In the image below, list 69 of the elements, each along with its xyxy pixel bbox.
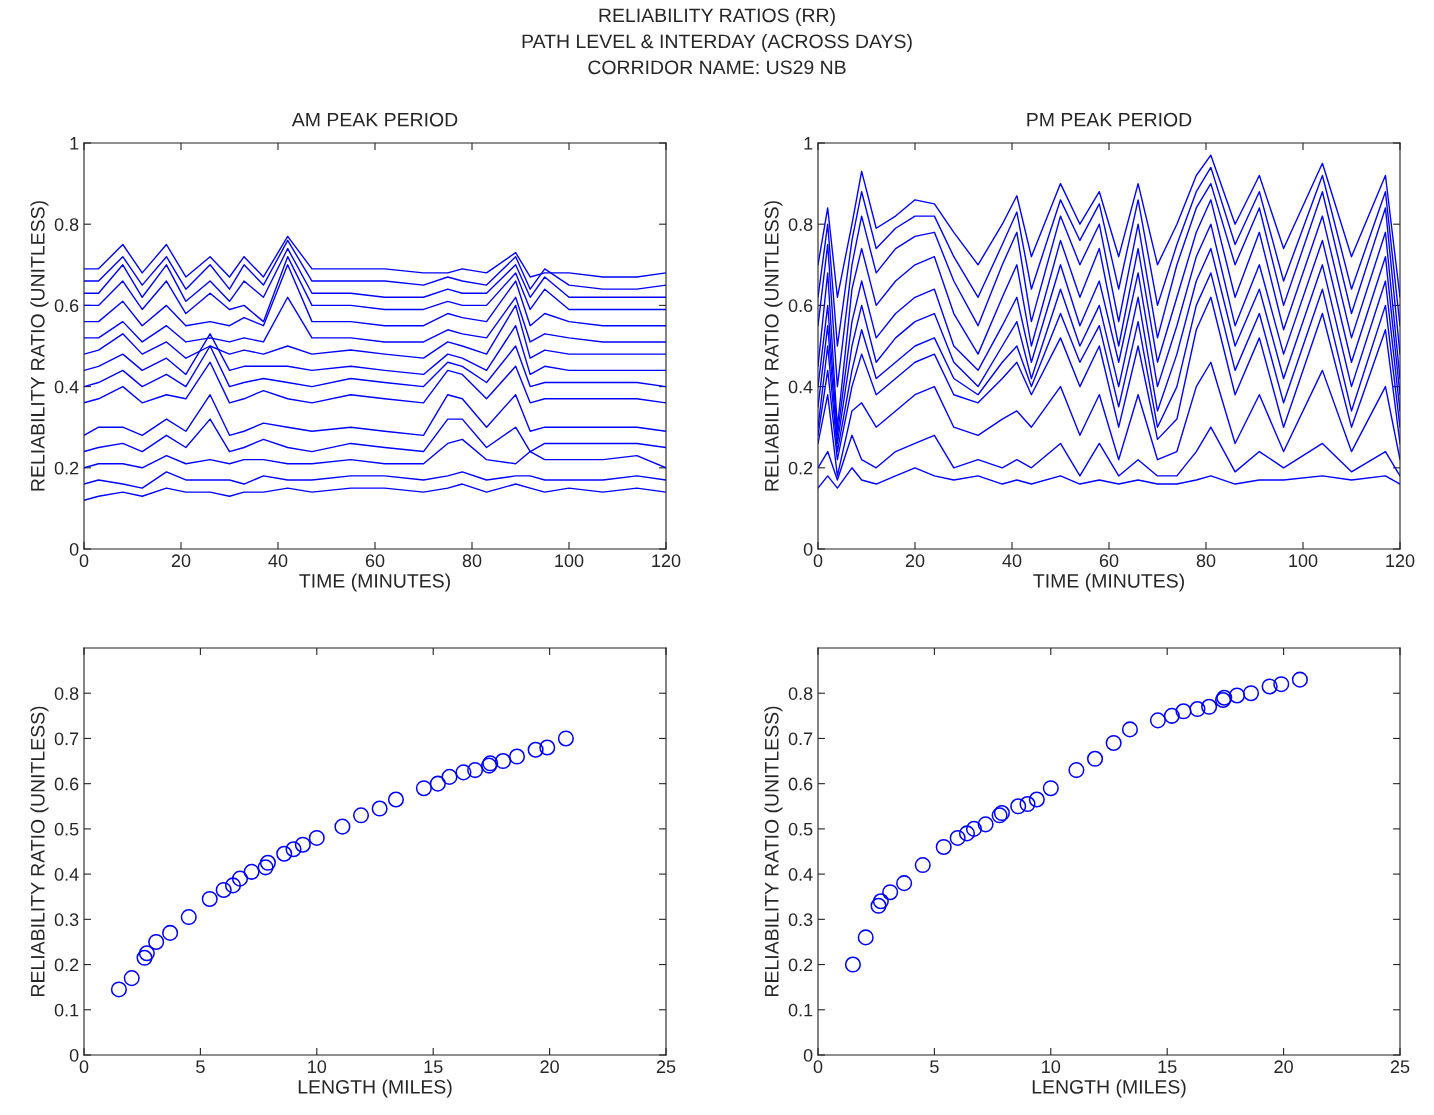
x-tick-label: 0 [79, 554, 89, 568]
y-axis-title: RELIABILITY RATIO (UNITLESS) [30, 706, 49, 996]
y-tick-label: 0 [803, 1048, 813, 1062]
x-tick-label: 100 [555, 554, 584, 568]
y-tick-label: 0.4 [788, 380, 813, 394]
y-tick-label: 0.5 [788, 822, 813, 836]
y-tick-label: 0.6 [54, 777, 79, 791]
x-tick-label: 40 [268, 554, 288, 568]
x-tick-label: 120 [652, 554, 681, 568]
y-tick-label: 0 [69, 1048, 79, 1062]
y-tick-label: 0.1 [788, 1003, 813, 1017]
y-tick-label: 0.5 [54, 822, 79, 836]
y-tick-label: 0.6 [788, 777, 813, 791]
text: PATH LEVEL & INTERDAY (ACROSS DAYS) [522, 33, 912, 53]
y-tick-label: 0.4 [788, 868, 813, 881]
x-tick-label: 0 [813, 554, 823, 568]
y-tick-label: 0.6 [54, 299, 79, 313]
x-tick-label: 10 [1042, 1060, 1061, 1074]
x-tick-label: 20 [171, 554, 191, 568]
chart-title: PM PEAK PERIOD [1027, 112, 1192, 127]
x-axis-title: TIME (MINUTES) [299, 573, 450, 592]
x-tick-label: 60 [365, 554, 385, 568]
x-tick-label: 5 [196, 1060, 205, 1074]
x-tick-label: 80 [462, 554, 482, 568]
y-tick-label: 0 [803, 542, 813, 556]
x-tick-label: 20 [540, 1060, 559, 1074]
y-tick-label: 0.3 [788, 913, 813, 927]
y-tick-label: 0.2 [54, 958, 79, 972]
y-axis-title: RELIABILITY RATIO (UNITLESS) [764, 201, 783, 491]
x-tick-label: 0 [813, 1060, 823, 1074]
y-tick-label: 0.4 [54, 868, 79, 881]
x-tick-label: 80 [1196, 554, 1216, 568]
y-tick-label: 0.7 [54, 732, 79, 746]
x-tick-label: 0 [79, 1060, 89, 1074]
x-axis-title: LENGTH (MILES) [298, 1079, 452, 1098]
y-tick-label: 0.1 [54, 1003, 79, 1017]
y-tick-label: 0.8 [54, 687, 79, 700]
x-tick-label: 60 [1099, 554, 1119, 568]
x-tick-label: 15 [1158, 1060, 1177, 1074]
x-tick-label: 100 [1289, 554, 1318, 568]
x-tick-label: 10 [308, 1060, 327, 1074]
x-tick-label: 120 [1386, 554, 1415, 568]
chart-title: AM PEAK PERIOD [291, 112, 458, 127]
y-tick-label: 1 [804, 137, 813, 150]
text: CORRIDOR NAME: US29 NB [588, 60, 846, 75]
y-tick-label: 0.8 [54, 218, 79, 231]
y-tick-label: 1 [70, 137, 79, 150]
y-tick-label: 0.4 [54, 380, 79, 394]
x-tick-label: 15 [424, 1060, 443, 1074]
text: RELIABILITY RATIOS (RR) [599, 7, 835, 27]
y-tick-label: 0.7 [788, 732, 813, 746]
y-tick-label: 0.8 [788, 218, 813, 231]
y-tick-label: 0.2 [788, 461, 813, 475]
y-tick-label: 0.6 [788, 299, 813, 313]
y-tick-label: 0.2 [788, 958, 813, 972]
y-axis-title: RELIABILITY RATIO (UNITLESS) [764, 706, 783, 996]
y-tick-label: 0.3 [54, 913, 79, 927]
x-axis-title: TIME (MINUTES) [1033, 573, 1184, 592]
x-tick-label: 40 [1002, 554, 1022, 568]
y-tick-label: 0.8 [788, 687, 813, 700]
x-tick-label: 20 [1274, 1060, 1293, 1074]
y-axis-title: RELIABILITY RATIO (UNITLESS) [30, 201, 49, 491]
y-tick-label: 0.2 [54, 461, 79, 475]
x-axis-title: LENGTH (MILES) [1032, 1079, 1186, 1098]
x-tick-label: 20 [905, 554, 925, 568]
y-tick-label: 0 [69, 542, 79, 556]
x-tick-label: 5 [930, 1060, 939, 1074]
x-tick-label: 25 [656, 1060, 676, 1074]
x-tick-label: 25 [1390, 1060, 1410, 1074]
